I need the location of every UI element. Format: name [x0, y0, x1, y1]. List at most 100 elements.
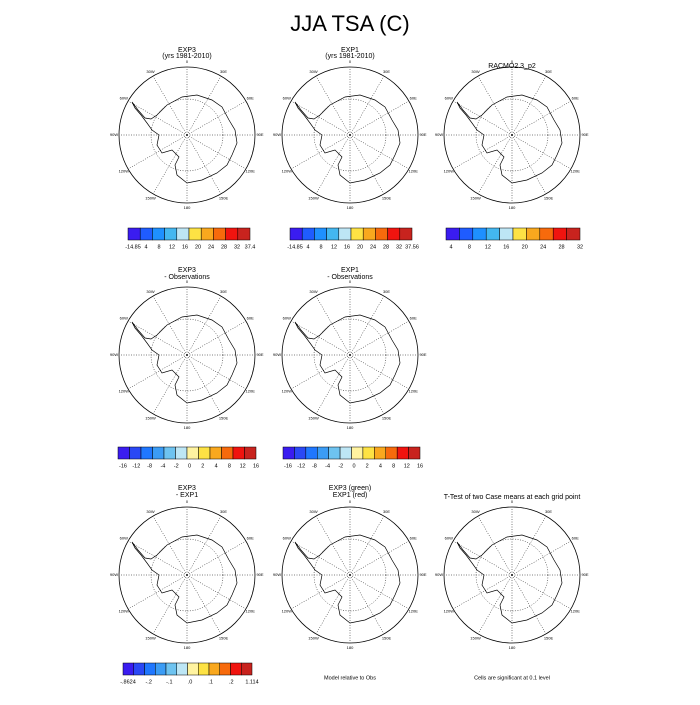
colorbar-box — [208, 662, 220, 676]
longitude-label: 60W — [120, 96, 128, 101]
panel-footer: Model relative to Obs — [324, 675, 376, 681]
meridian — [511, 515, 547, 576]
longitude-label: 90E — [256, 132, 263, 137]
colorbar-box — [213, 227, 226, 241]
panel-footer: Cells are significant at 0.1 level — [474, 675, 550, 681]
longitude-label: 90W — [110, 352, 118, 357]
meridian — [152, 574, 188, 635]
meridian — [127, 574, 188, 610]
longitude-label: 90W — [273, 132, 281, 137]
longitude-label: 180 — [509, 645, 516, 650]
longitude-label: 30E — [383, 69, 390, 74]
coastline — [131, 534, 238, 624]
meridian — [290, 320, 351, 356]
colorbar-box — [176, 227, 190, 241]
meridian — [511, 134, 572, 170]
colorbar-label: 8 — [319, 244, 322, 250]
longitude-label: 120W — [119, 389, 130, 394]
colorbar-box — [399, 227, 413, 241]
colorbar-box — [375, 227, 388, 241]
colorbar-box — [198, 662, 210, 676]
longitude-label: 90E — [419, 352, 426, 357]
colorbar-box — [230, 662, 242, 676]
meridian — [152, 354, 188, 415]
longitude-label: 150W — [145, 195, 156, 200]
panel-title: - EXP1 — [176, 492, 198, 499]
colorbar-box — [144, 662, 156, 676]
longitude-label: 150E — [219, 415, 229, 420]
colorbar-box — [374, 446, 387, 460]
meridian — [186, 515, 222, 576]
colorbar-label: 37.4 — [245, 244, 256, 250]
colorbar-box — [459, 227, 474, 241]
longitude-label: 60W — [445, 536, 453, 541]
colorbar-label: -8 — [147, 463, 152, 469]
meridian — [315, 354, 351, 415]
meridian — [452, 540, 513, 576]
panel-title: EXP3 (green) — [329, 485, 371, 492]
colorbar-box — [294, 446, 307, 460]
colorbar-box — [499, 227, 514, 241]
longitude-label: 180 — [347, 645, 354, 650]
longitude-label: 90E — [581, 132, 588, 137]
colorbar-box — [237, 227, 251, 241]
colorbar-label: 12 — [485, 244, 491, 250]
longitude-label: 150W — [308, 415, 319, 420]
meridian — [349, 75, 385, 136]
colorbar-box — [164, 227, 178, 241]
colorbar-box — [350, 227, 364, 241]
longitude-label: 90W — [110, 132, 118, 137]
colorbar-label: 28 — [383, 244, 389, 250]
colorbar-label: 1.114 — [245, 679, 258, 685]
meridian — [186, 100, 247, 136]
meridian — [152, 515, 188, 576]
colorbar-box — [301, 227, 315, 241]
meridian — [452, 134, 513, 170]
coastline — [131, 94, 238, 184]
meridian — [290, 134, 351, 170]
colorbar-label: 12 — [240, 463, 246, 469]
longitude-label: 120E — [571, 169, 581, 174]
longitude-label: 60W — [120, 316, 128, 321]
longitude-label: 120W — [282, 609, 293, 614]
longitude-label: 30W — [471, 509, 479, 514]
colorbar-box — [282, 446, 295, 460]
longitude-label: 90W — [435, 572, 443, 577]
longitude-label: 90W — [273, 572, 281, 577]
map-panel: EXP1(yrs 1981-2010)0 30E 60E 90E 120E 150E 180… — [273, 47, 427, 251]
longitude-label: 180 — [509, 205, 516, 210]
longitude-label: 120W — [282, 389, 293, 394]
longitude-label: 60E — [410, 316, 417, 321]
colorbar-box — [338, 227, 352, 241]
longitude-label: 90E — [419, 132, 426, 137]
colorbar-box — [140, 446, 153, 460]
colorbar-box — [326, 227, 340, 241]
colorbar-label: 20 — [357, 244, 363, 250]
meridian — [315, 75, 351, 136]
meridian — [127, 134, 188, 170]
meridian — [349, 574, 385, 635]
meridian — [152, 75, 188, 136]
colorbar-box — [552, 227, 567, 241]
colorbar-label: 4 — [144, 244, 147, 250]
longitude-label: 60E — [247, 96, 254, 101]
meridian — [511, 75, 547, 136]
panel-title: (yrs 1981-2010) — [162, 53, 211, 60]
longitude-label: 30W — [471, 69, 479, 74]
colorbar-label: 24 — [540, 244, 546, 250]
colorbar-box — [225, 227, 239, 241]
meridian — [477, 75, 513, 136]
longitude-label: 30W — [309, 509, 317, 514]
colorbar-label: 28 — [559, 244, 565, 250]
longitude-label: 150E — [382, 195, 392, 200]
longitude-label: 0 — [511, 499, 514, 504]
longitude-label: 150W — [470, 635, 481, 640]
meridian — [127, 354, 188, 390]
meridian — [477, 134, 513, 195]
colorbar-label: 12 — [331, 244, 337, 250]
longitude-label: 90E — [419, 572, 426, 577]
meridian — [349, 134, 385, 195]
colorbar-box — [328, 446, 341, 460]
polar-map: 0 30E 60E 90E 120E 150E 180 150W 120W 90W 60W 30W — [435, 59, 589, 210]
colorbar-label: 28 — [221, 244, 227, 250]
